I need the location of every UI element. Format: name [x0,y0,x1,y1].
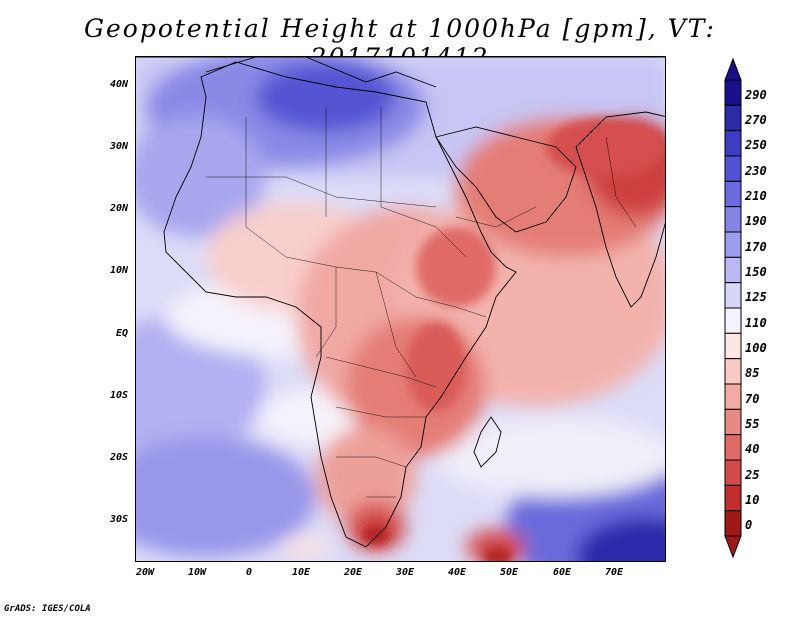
lat-label-10s: 10S [109,390,128,401]
colorbar-label: 110 [745,315,767,330]
colorbar-label: 270 [745,113,767,127]
colorbar-swatch [724,256,742,284]
colorbar-label: 100 [745,341,767,355]
lat-label-eq: EQ [115,328,128,339]
lon-label-20w: 20W [135,567,155,578]
colorbar-label: 170 [745,239,767,254]
colorbar-top-triangle [724,58,742,81]
colorbar-swatch [724,484,742,512]
lat-label-20s: 20S [109,452,128,463]
colorbar-swatch [724,231,742,258]
colorbar-swatch [724,180,742,208]
colorbar-bottom-triangle [724,535,742,558]
colorbar-label: 70 [745,391,760,406]
colorbar-swatch [724,383,742,410]
lat-label-20n: 20N [109,203,128,214]
colorbar-swatch [724,459,742,486]
colorbar-label: 0 [745,518,753,533]
colorbar-label: 85 [745,366,760,381]
colorbar-swatch [724,206,742,233]
map-panel [135,56,666,562]
colorbar-label: 150 [745,265,767,279]
lon-label-20e: 20E [343,567,363,578]
lat-label-30n: 30N [109,141,128,152]
field-shading [136,57,665,561]
colorbar-swatch [724,434,742,461]
colorbar-swatch [724,155,742,182]
colorbar-label: 190 [745,214,767,229]
colorbar-swatch [724,104,742,132]
colorbar-label: 125 [745,290,767,305]
colorbar-label: 230 [745,163,767,178]
colorbar-label: 250 [745,138,767,153]
colorbar-swatch [724,79,742,106]
country-borders [206,107,637,498]
lon-label-10w: 10W [187,567,207,578]
colorbar-swatch [724,510,742,537]
colorbar-swatch [724,307,742,334]
lat-label-10n: 10N [109,265,128,276]
colorbar-swatch [724,282,742,309]
lon-label-40e: 40E [447,567,467,578]
colorbar-label: 40 [745,442,760,457]
colorbar-swatch [724,408,742,436]
colorbar-label: 210 [745,189,767,203]
colorbar-label: 25 [745,467,760,482]
lat-label-30s: 30S [109,514,128,525]
colorbar [724,58,742,558]
colorbar-swatch [724,358,742,385]
grads-credit: GrADS: IGES/COLA [4,604,91,614]
colorbar-label: 290 [745,87,767,102]
lon-label-10e: 10E [291,567,311,578]
colorbar-label: 10 [745,493,760,507]
colorbar-swatch [724,130,742,157]
lon-label-70e: 70E [604,567,624,578]
lat-label-40n: 40N [109,79,128,90]
coastlines [136,57,665,548]
lon-label-0: 0 [245,567,253,578]
lon-label-60e: 60E [552,567,572,578]
lon-label-30e: 30E [395,567,415,578]
colorbar-label: 55 [745,417,760,431]
lon-label-50e: 50E [499,567,519,578]
colorbar-swatch [724,332,742,360]
